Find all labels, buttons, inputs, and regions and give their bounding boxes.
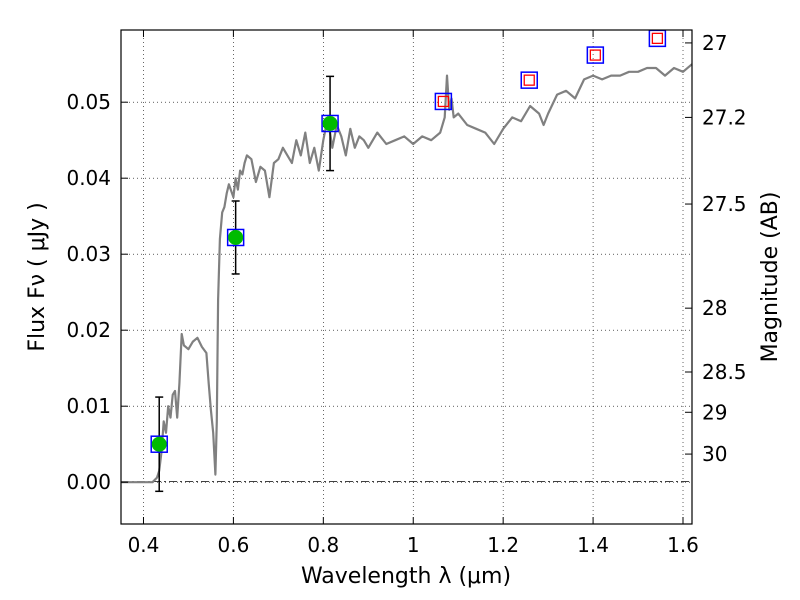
y2-axis-ticks: 27 27.2 27.5 28 28.5 29 30 bbox=[685, 31, 747, 466]
predicted-point bbox=[520, 71, 538, 89]
y-tick-label: 0.02 bbox=[66, 318, 111, 342]
predicted-inner-square bbox=[589, 49, 601, 61]
detected-circle bbox=[228, 229, 244, 245]
x-tick-label: 1.4 bbox=[577, 533, 609, 557]
predicted-outer-square bbox=[434, 92, 453, 111]
x-tick-label: 0.8 bbox=[307, 533, 339, 557]
y-tick-label: 0.05 bbox=[66, 90, 111, 114]
y-tick-label: 0.04 bbox=[66, 166, 111, 190]
detected-square bbox=[226, 228, 245, 247]
x-tick-label: 0.4 bbox=[128, 533, 160, 557]
y2-tick-label: 29 bbox=[702, 400, 727, 424]
y2-tick-label: 28.5 bbox=[702, 360, 747, 384]
predicted-inner-square bbox=[651, 32, 664, 45]
x-tick-label: 0.6 bbox=[217, 533, 249, 557]
predicted-outer-square bbox=[586, 46, 605, 64]
detected-point bbox=[150, 396, 168, 493]
y2-tick-label: 27.2 bbox=[702, 105, 747, 129]
y2-tick-label: 27.5 bbox=[702, 192, 747, 216]
spectrum-line bbox=[121, 63, 693, 484]
y2-tick-label: 28 bbox=[702, 296, 727, 320]
predicted-inner-square bbox=[523, 74, 535, 86]
y-axis-ticks: 0.00 0.01 0.02 0.03 0.04 0.05 bbox=[66, 90, 128, 494]
predicted-point bbox=[434, 92, 453, 111]
y2-axis-label: Magnitude (AB) bbox=[758, 192, 783, 363]
x-axis-ticks: 0.4 0.6 0.8 1 1.2 1.4 1.6 bbox=[128, 30, 699, 557]
predicted-inner-square bbox=[437, 95, 450, 108]
detected-circle bbox=[322, 115, 338, 131]
x-tick-label: 1.2 bbox=[487, 533, 519, 557]
y-tick-label: 0.01 bbox=[66, 394, 111, 418]
detected-circle bbox=[151, 436, 167, 452]
plot-area bbox=[121, 30, 692, 524]
detected-point bbox=[321, 75, 339, 172]
detected-square bbox=[150, 435, 168, 453]
detected-square bbox=[321, 114, 339, 133]
x-tick-label: 1 bbox=[407, 533, 420, 557]
y-tick-label: 0.00 bbox=[66, 470, 111, 494]
photometry-points bbox=[150, 29, 667, 493]
y-tick-label: 0.03 bbox=[66, 242, 111, 266]
predicted-outer-square bbox=[520, 71, 538, 89]
predicted-point bbox=[586, 46, 605, 64]
plot-frame bbox=[120, 29, 693, 525]
y2-tick-label: 27 bbox=[702, 31, 727, 55]
x-axis-label: Wavelength λ (μm) bbox=[301, 564, 511, 589]
x-tick-label: 1.6 bbox=[667, 533, 699, 557]
detected-point bbox=[226, 200, 245, 275]
spectrum-series bbox=[121, 63, 693, 484]
y-axis-label: Flux Fν ( μJy ) bbox=[25, 202, 50, 351]
y2-tick-label: 30 bbox=[702, 442, 727, 466]
